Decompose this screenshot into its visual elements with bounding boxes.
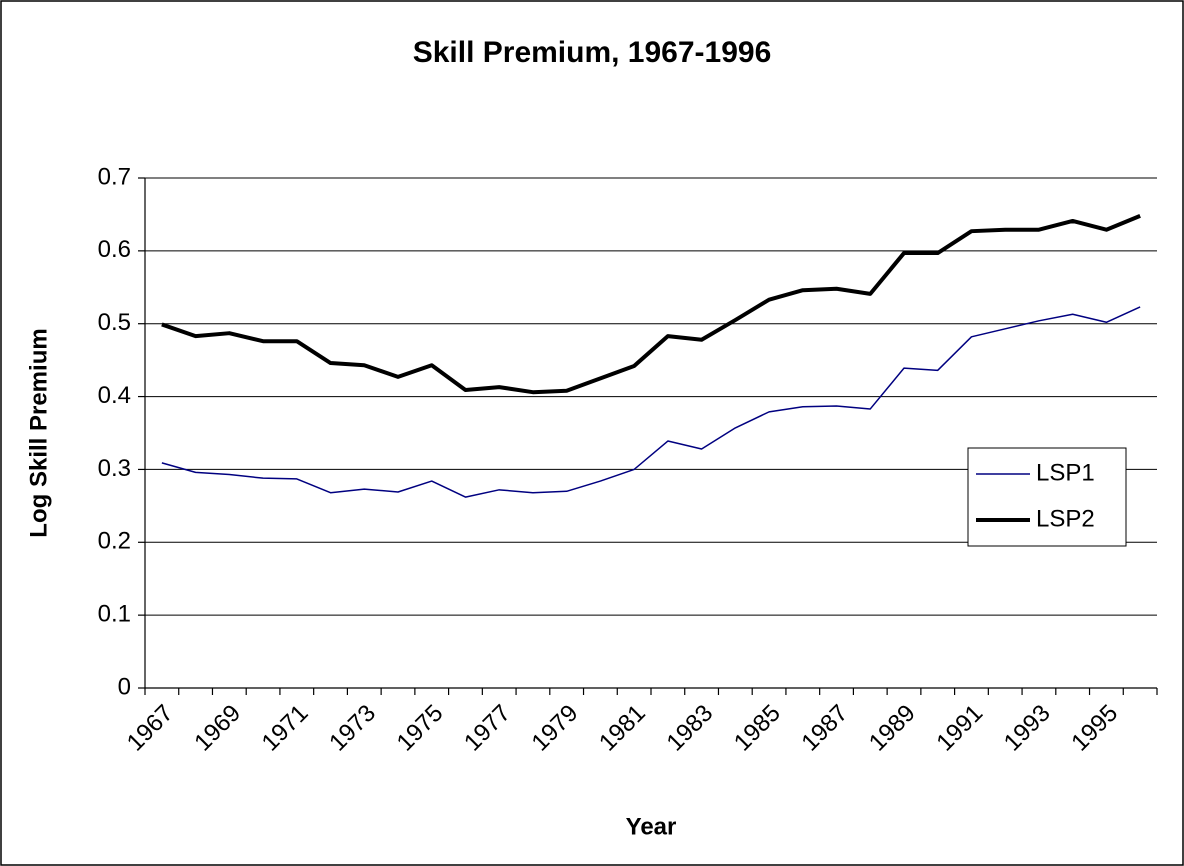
series-line [161, 214, 1141, 395]
legend-label: LSP2 [1036, 505, 1095, 532]
chart-title: Skill Premium, 1967-1996 [413, 36, 772, 69]
y-tick-label: 0.5 [98, 309, 131, 336]
y-tick-label: 0.4 [98, 382, 131, 409]
y-tick-label: 0.2 [98, 528, 131, 555]
y-tick-label: 0.3 [98, 455, 131, 482]
legend-label: LSP1 [1036, 459, 1095, 486]
x-axis-title: Year [626, 813, 677, 840]
y-tick-label: 0.1 [98, 600, 131, 627]
y-tick-label: 0.7 [98, 163, 131, 190]
legend-box [967, 447, 1127, 547]
y-tick-label: 0 [118, 673, 131, 700]
y-tick-label: 0.6 [98, 236, 131, 263]
y-axis-title: Log Skill Premium [25, 328, 52, 537]
series-line [161, 306, 1141, 498]
